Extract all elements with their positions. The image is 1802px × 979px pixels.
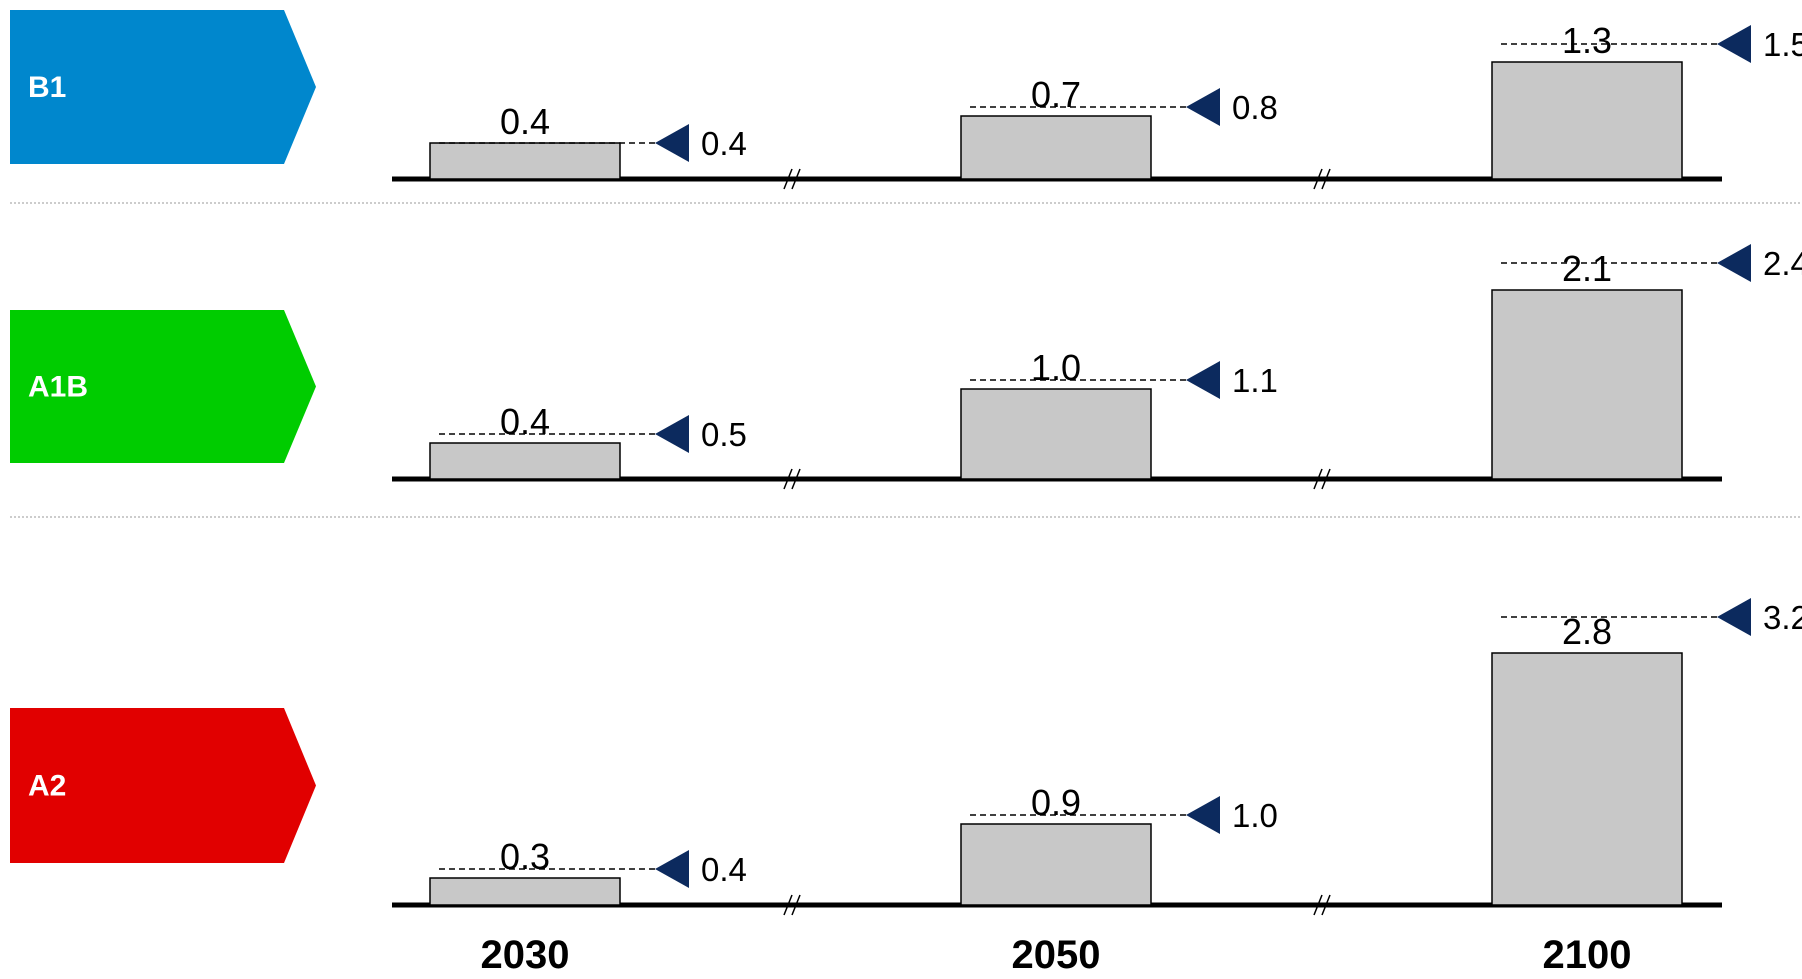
bar-value-label-b1-2050: 0.7	[1031, 74, 1081, 115]
axis-break-b1-0-a	[783, 168, 793, 190]
axis-break-b1-0-b	[791, 168, 801, 190]
marker-triangle-a2-2050	[1186, 796, 1220, 834]
bar-value-label-a2-2030: 0.3	[500, 836, 550, 877]
marker-triangle-b1-2100	[1717, 25, 1751, 63]
bar-value-label-b1-2100: 1.3	[1562, 20, 1612, 61]
x-tick-label-2100: 2100	[1543, 933, 1632, 974]
marker-value-label-b1-2050: 0.8	[1232, 89, 1278, 126]
marker-value-label-b1-2030: 0.4	[701, 125, 747, 162]
marker-value-label-a2-2030: 0.4	[701, 851, 747, 888]
x-tick-label-2050: 2050	[1012, 933, 1101, 974]
scenario-label-a1b-shape	[10, 310, 316, 463]
scenario-label-b1-shape	[10, 10, 316, 164]
bar-b1-2050	[960, 115, 1152, 180]
axis-break-b1-1-b	[1321, 168, 1331, 190]
axis-break-a1b-1-b	[1321, 468, 1331, 490]
bar-a1b-2050	[960, 388, 1152, 480]
marker-triangle-a2-2100	[1717, 598, 1751, 636]
axis-break-a1b-0-a	[783, 468, 793, 490]
bar-value-label-a1b-2030: 0.4	[500, 401, 550, 442]
bar-value-label-b1-2030: 0.4	[500, 101, 550, 142]
marker-value-label-a2-2050: 1.0	[1232, 797, 1278, 834]
bar-value-label-a1b-2050: 1.0	[1031, 347, 1081, 388]
axis-break-a2-1-a	[1313, 894, 1323, 916]
bar-b1-2100	[1491, 61, 1683, 180]
bar-a2-2100	[1491, 652, 1683, 906]
scenario-label-a2-shape	[10, 708, 316, 863]
scenario-label-a2: A2	[28, 770, 66, 803]
scenario-label-a1b: A1B	[28, 371, 88, 404]
axis-break-a1b-0-b	[791, 468, 801, 490]
axis-break-a2-0-a	[783, 894, 793, 916]
axis-break-a2-0-b	[791, 894, 801, 916]
scenario-label-b1: B1	[28, 71, 66, 104]
bar-value-label-a1b-2100: 2.1	[1562, 248, 1612, 289]
bar-a2-2050	[960, 823, 1152, 906]
marker-value-label-a2-2100: 3.2	[1763, 599, 1802, 636]
marker-value-label-a1b-2050: 1.1	[1232, 362, 1278, 399]
bar-b1-2030	[429, 142, 621, 180]
bar-a1b-2030	[429, 442, 621, 480]
axis-break-a2-1-b	[1321, 894, 1331, 916]
marker-triangle-a1b-2050	[1186, 361, 1220, 399]
marker-triangle-b1-2050	[1186, 88, 1220, 126]
marker-triangle-a1b-2030	[655, 415, 689, 453]
marker-triangle-a2-2030	[655, 850, 689, 888]
bar-value-label-a2-2100: 2.8	[1562, 611, 1612, 652]
axis-break-b1-1-a	[1313, 168, 1323, 190]
bar-a1b-2100	[1491, 289, 1683, 480]
bar-value-label-a2-2050: 0.9	[1031, 782, 1081, 823]
x-tick-label-2030: 2030	[481, 933, 570, 974]
marker-value-label-b1-2100: 1.5	[1763, 26, 1802, 63]
marker-value-label-a1b-2100: 2.4	[1763, 245, 1802, 282]
bar-a2-2030	[429, 877, 621, 906]
axis-break-a1b-1-a	[1313, 468, 1323, 490]
marker-value-label-a1b-2030: 0.5	[701, 416, 747, 453]
marker-triangle-b1-2030	[655, 124, 689, 162]
marker-triangle-a1b-2100	[1717, 244, 1751, 282]
